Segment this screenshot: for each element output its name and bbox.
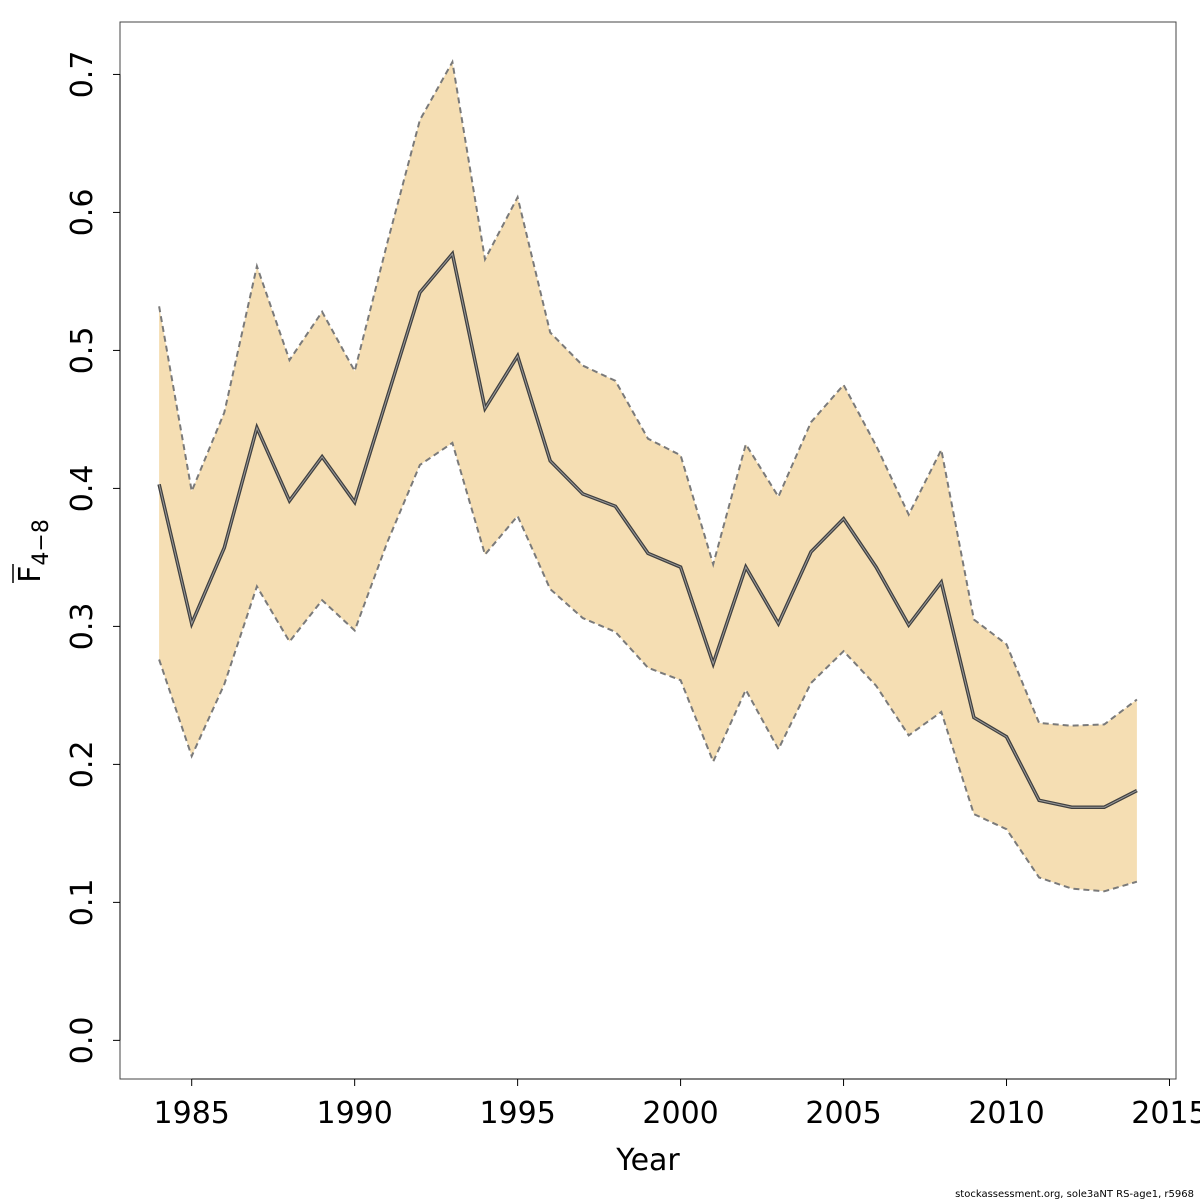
y-tick-label: 0.1 [65,879,100,927]
confidence-band [159,62,1137,892]
y-axis-title-subscript: 4−8 [29,519,54,565]
x-axis: 1985 1990 1995 2000 2005 2010 2015 [154,1078,1200,1131]
y-tick-label: 0.7 [65,51,100,99]
x-tick-label: 2005 [805,1096,881,1131]
y-axis: 0.0 0.1 0.2 0.3 0.4 0.5 0.6 0.7 [65,51,121,1065]
x-tick-label: 1995 [479,1096,555,1131]
y-tick-label: 0.2 [65,741,100,789]
estimate-line-layer [157,249,1138,809]
confidence-band-layer [158,59,1138,893]
x-tick-label: 1990 [316,1096,392,1131]
y-tick-label: 0.6 [65,189,100,237]
x-tick-label: 2015 [1131,1096,1200,1131]
x-tick-label: 2010 [968,1096,1044,1131]
upper-bound-line [158,59,1138,727]
y-axis-title: F4−8 [12,519,54,583]
y-tick-label: 0.0 [65,1017,100,1065]
svg-text:F4−8: F4−8 [13,519,54,583]
y-tick-label: 0.4 [65,465,100,513]
y-tick-label: 0.3 [65,603,100,651]
footer-credit: stockassessment.org, sole3aNT RS-age1, r… [955,1189,1194,1200]
y-tick-label: 0.5 [65,327,100,375]
y-axis-title-main: F [13,566,48,583]
estimate-line-highlight [158,252,1138,808]
lower-bound-line [158,441,1138,893]
x-tick-label: 1985 [154,1096,230,1131]
x-tick-label: 2000 [642,1096,718,1131]
x-axis-title: Year [615,1143,680,1178]
